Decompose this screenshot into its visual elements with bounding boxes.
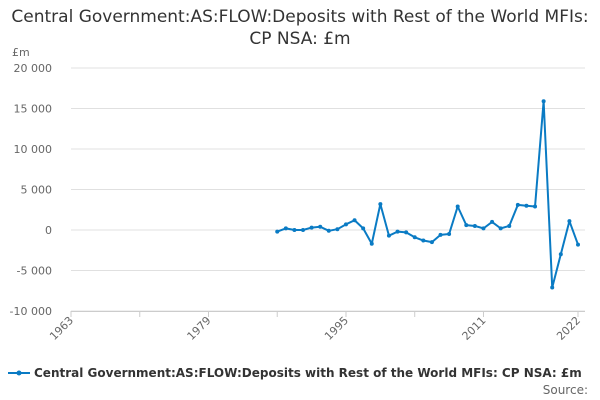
y-tick-label: 20 000 — [14, 62, 53, 75]
data-point — [283, 226, 288, 231]
data-point — [361, 226, 366, 231]
data-point — [309, 225, 314, 230]
data-point — [541, 99, 546, 104]
data-point — [498, 226, 503, 231]
data-point — [524, 203, 529, 208]
data-point — [550, 285, 555, 290]
data-point — [447, 232, 452, 237]
data-point — [533, 204, 538, 209]
source-label: Source: — [542, 383, 588, 397]
data-point — [318, 224, 323, 229]
data-point — [490, 219, 495, 224]
x-tick-label: 2011 — [460, 314, 489, 343]
x-tick-label: 2022 — [554, 314, 583, 343]
y-tick-label: 0 — [45, 224, 52, 237]
data-point — [395, 229, 400, 234]
x-tick-label: 1979 — [185, 314, 214, 343]
data-point — [386, 233, 391, 238]
y-tick-label: 15 000 — [14, 103, 53, 116]
data-point — [412, 235, 417, 240]
data-point — [515, 202, 520, 207]
y-tick-label: 10 000 — [14, 143, 53, 156]
data-point — [429, 240, 434, 245]
chart-title: Central Government:AS:FLOW:Deposits with… — [11, 7, 589, 49]
data-point — [455, 204, 460, 209]
data-point — [558, 252, 563, 257]
y-tick-label: -10 000 — [10, 305, 52, 318]
data-point — [369, 241, 374, 246]
x-tick-label: 1963 — [47, 314, 76, 343]
data-point — [292, 228, 297, 232]
data-point — [343, 222, 348, 227]
data-point — [507, 223, 512, 228]
legend-label: Central Government:AS:FLOW:Deposits with… — [34, 366, 582, 380]
series-line — [276, 100, 579, 289]
y-axis-label: £m — [12, 46, 30, 59]
data-point — [481, 226, 486, 231]
data-point — [378, 202, 383, 207]
data-point — [421, 238, 426, 243]
data-point — [464, 223, 469, 228]
data-point — [301, 228, 306, 232]
data-point — [472, 223, 477, 228]
legend-line-icon — [8, 370, 30, 376]
data-point — [275, 229, 280, 234]
data-point — [404, 230, 409, 235]
data-point — [352, 218, 357, 223]
data-point — [335, 227, 340, 232]
legend[interactable]: Central Government:AS:FLOW:Deposits with… — [8, 366, 582, 380]
data-point — [326, 228, 331, 233]
y-tick-label: -5 000 — [17, 265, 52, 278]
data-point — [438, 232, 443, 237]
x-tick-label: 1995 — [322, 314, 351, 343]
y-tick-label: 5 000 — [21, 184, 53, 197]
data-point — [567, 219, 572, 224]
data-point — [576, 242, 580, 247]
